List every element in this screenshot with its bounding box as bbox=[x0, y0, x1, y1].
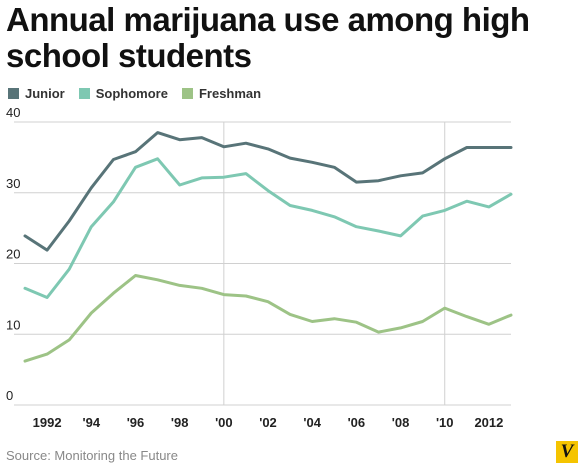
source-note: Source: Monitoring the Future bbox=[6, 448, 178, 463]
legend-swatch-junior bbox=[8, 87, 19, 99]
series-line-junior bbox=[23, 131, 513, 252]
x-tick-label: 2012 bbox=[474, 415, 503, 430]
legend-item-junior: Junior bbox=[8, 86, 65, 101]
line-chart: 0 10 20 30 40 1992 '94 '96 '98 '00 '02 '04 '06 '08 '10… bbox=[6, 105, 513, 430]
legend-label-junior: Junior bbox=[25, 85, 65, 101]
legend-swatch-sophomore bbox=[78, 87, 90, 99]
series-line-freshman bbox=[23, 274, 513, 363]
x-tick-label: '96 bbox=[127, 415, 145, 430]
legend-label-freshman: Freshman bbox=[198, 85, 262, 101]
x-tick-label: '10 bbox=[436, 415, 454, 430]
y-tick-label: 10 bbox=[6, 317, 20, 332]
x-tick-label: '06 bbox=[348, 415, 366, 430]
x-tick-label: '00 bbox=[215, 415, 233, 430]
legend: Junior Sophomore Freshman bbox=[8, 84, 261, 102]
x-tick-label: '04 bbox=[303, 415, 321, 430]
legend-item-freshman: Freshman bbox=[181, 85, 262, 101]
legend-label-sophomore: Sophomore bbox=[95, 85, 168, 101]
y-tick-label: 0 bbox=[6, 388, 13, 403]
x-tick-label: '08 bbox=[392, 415, 410, 430]
legend-item-sophomore: Sophomore bbox=[78, 85, 168, 101]
y-tick-label: 40 bbox=[6, 105, 20, 120]
x-tick-label: '94 bbox=[83, 415, 101, 430]
x-tick-label: '98 bbox=[171, 415, 189, 430]
y-tick-label: 20 bbox=[6, 247, 20, 262]
series-line-sophomore bbox=[23, 157, 513, 299]
legend-swatch-freshman bbox=[181, 87, 193, 99]
x-tick-label: '02 bbox=[259, 415, 277, 430]
chart-title: Annual marijuana use among high school s… bbox=[6, 1, 530, 74]
vox-logo: V bbox=[556, 441, 578, 463]
x-tick-label: 1992 bbox=[33, 415, 62, 430]
y-tick-label: 30 bbox=[6, 176, 20, 191]
